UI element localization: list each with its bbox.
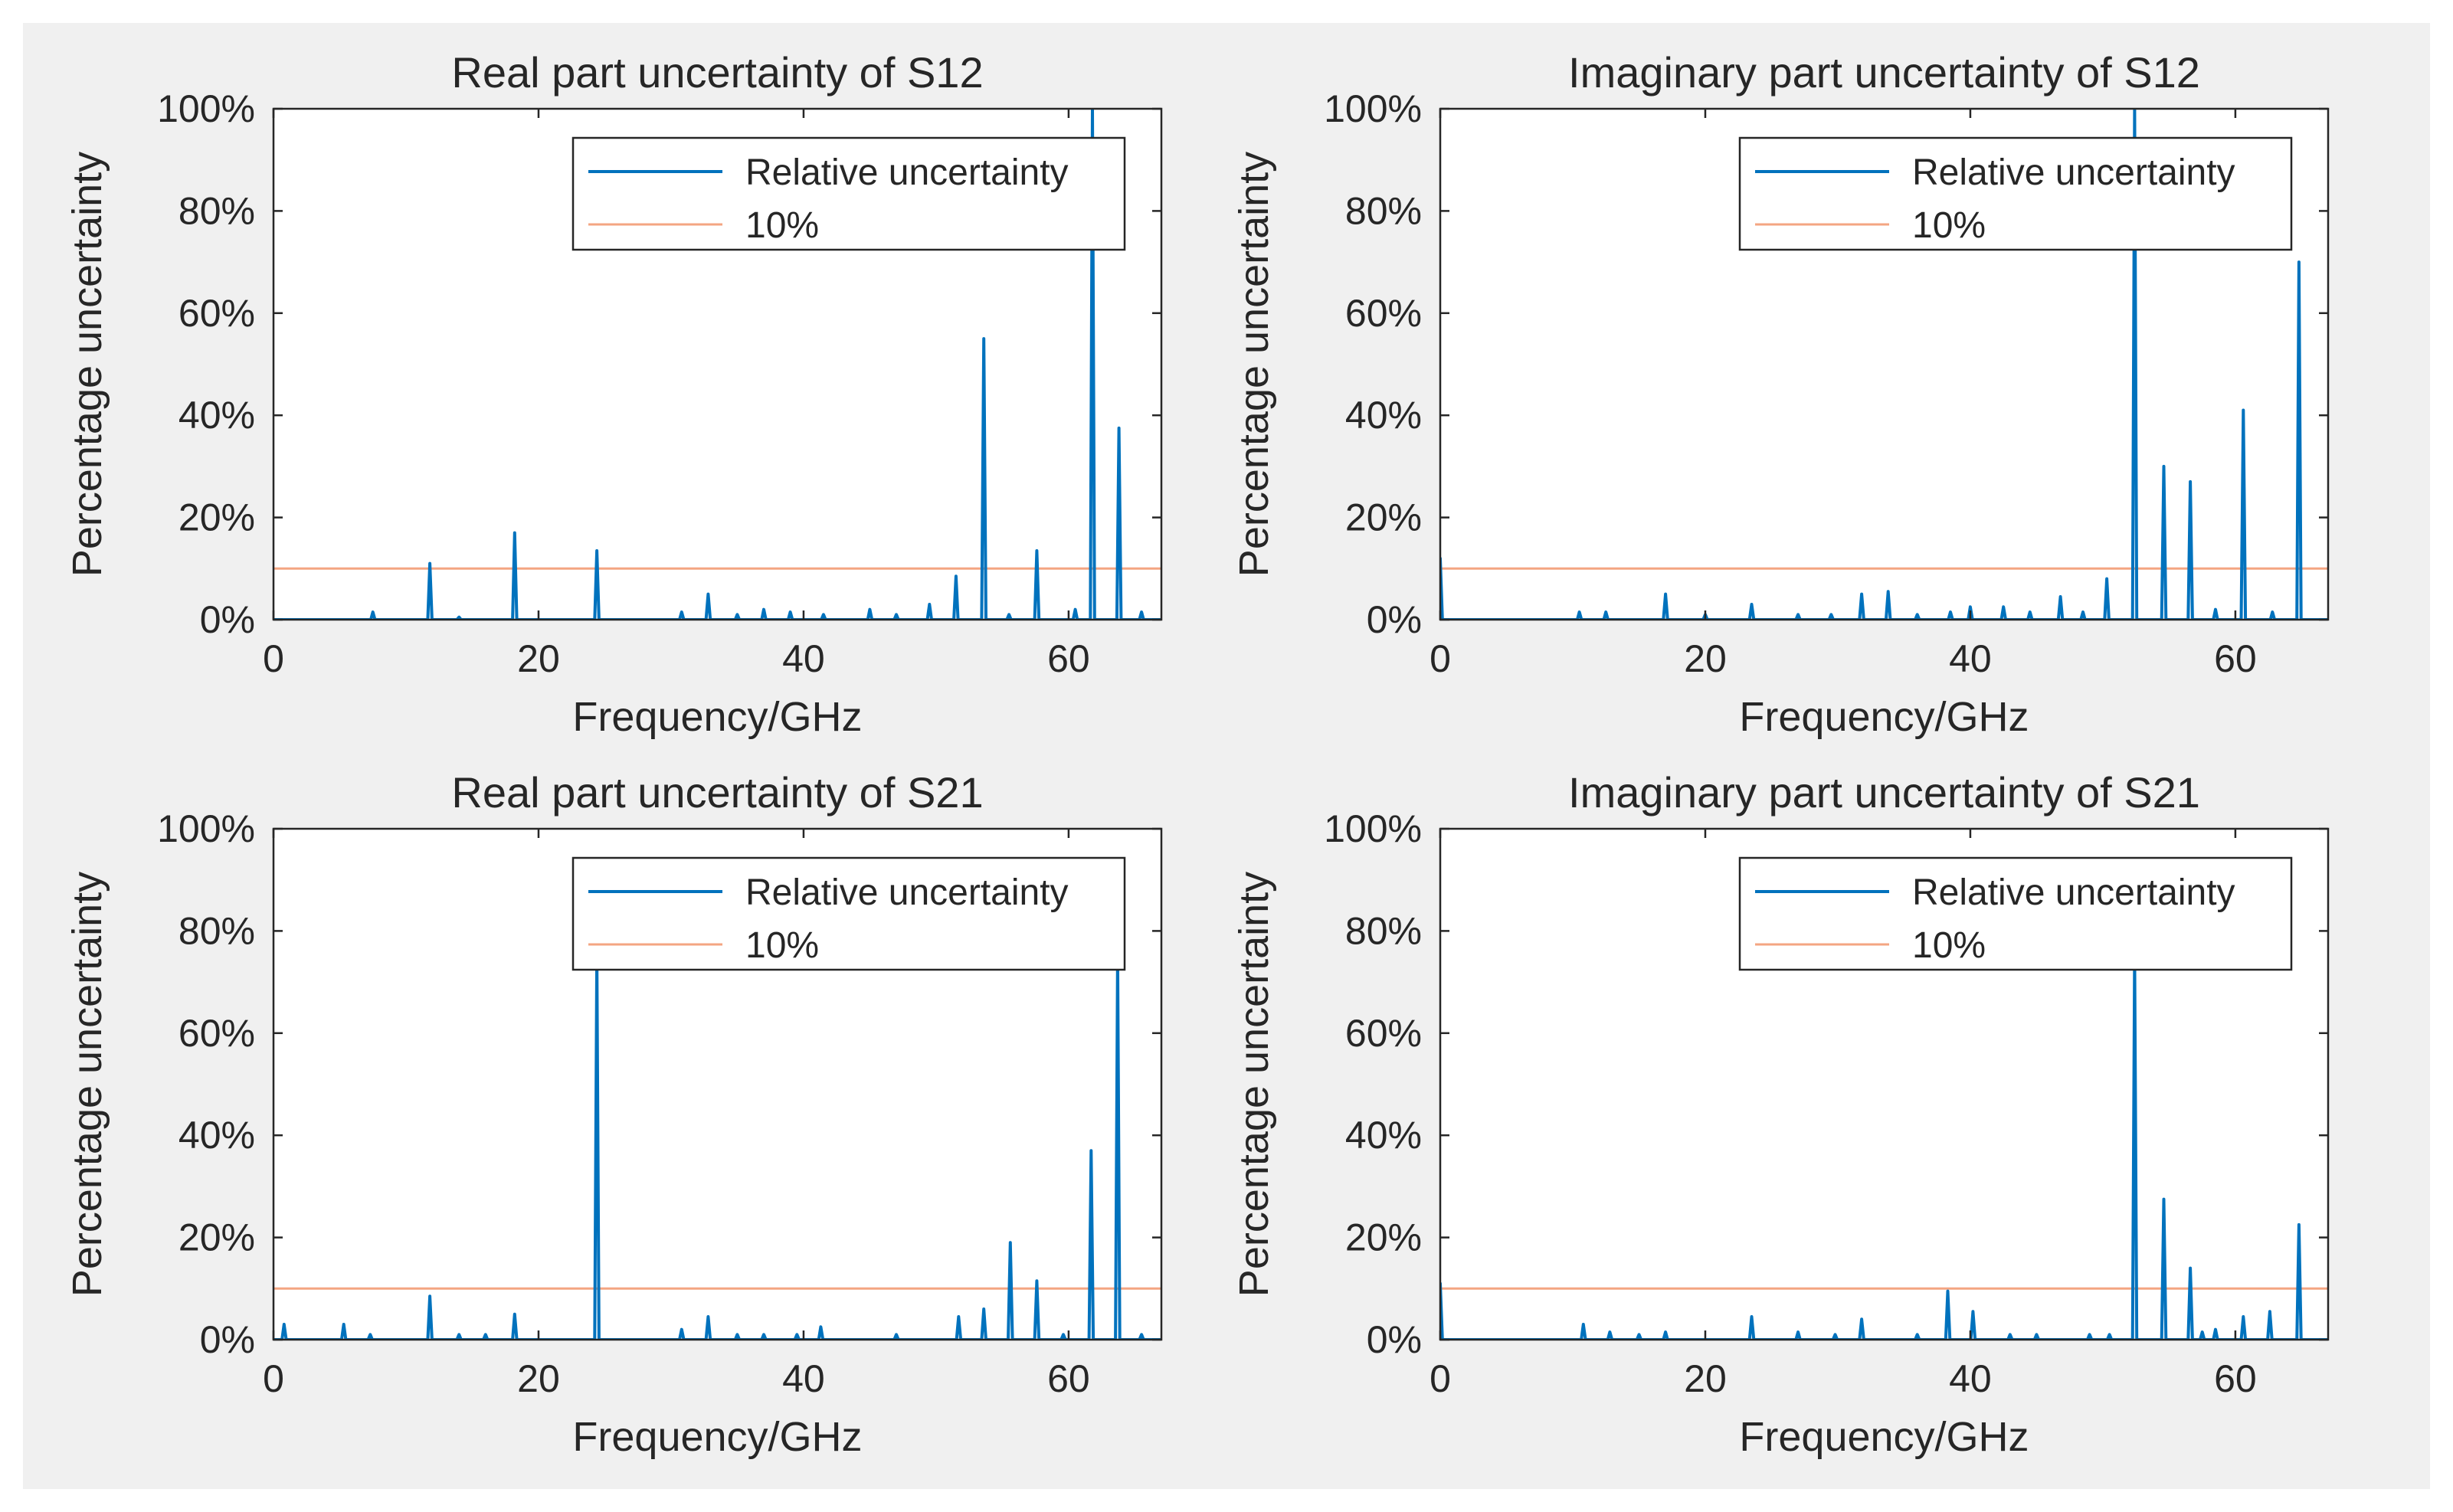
y-tick-label: 100%: [1324, 807, 1422, 850]
y-axis-label: Percentage uncertainty: [1231, 872, 1277, 1297]
y-axis-label: Percentage uncertainty: [64, 872, 110, 1297]
legend: Relative uncertainty 10%: [571, 136, 1126, 251]
x-tick-label: 0: [1430, 637, 1451, 680]
y-tick-label: 20%: [178, 1216, 255, 1259]
legend-label-relative: Relative uncertainty: [1912, 872, 2235, 913]
x-tick-label: 40: [1949, 1357, 1992, 1400]
y-tick-label: 20%: [1345, 496, 1422, 539]
legend-box: [1738, 856, 2293, 971]
panel-real-s12: Real part uncertainty of S12 Frequency/G…: [64, 48, 1163, 740]
plot-area: [273, 109, 1161, 620]
y-tick-label: 40%: [178, 1114, 255, 1157]
y-tick-label: 20%: [178, 496, 255, 539]
legend-box: [571, 136, 1126, 251]
legend-label-threshold: 10%: [745, 205, 819, 246]
x-axis-label: Frequency/GHz: [1739, 1414, 2029, 1460]
y-tick-label: 0%: [200, 598, 255, 641]
axes-frame: [272, 107, 1163, 621]
legend-label-threshold: 10%: [745, 925, 819, 966]
legend-box: [1738, 136, 2293, 251]
legend: Relative uncertainty 10%: [1738, 856, 2293, 971]
y-tick-label: 100%: [1324, 87, 1422, 130]
legend-label-threshold: 10%: [1912, 925, 1986, 966]
axes-frame: [1439, 107, 2330, 621]
legend-label-threshold: 10%: [1912, 205, 1986, 246]
x-tick-label: 60: [2214, 637, 2257, 680]
plot-area: [1440, 109, 2328, 620]
x-tick-label: 60: [1047, 637, 1090, 680]
y-tick-label: 40%: [178, 394, 255, 437]
chart-title: Imaginary part uncertainty of S21: [1568, 768, 2200, 817]
panel-imag-s21: Imaginary part uncertainty of S21 Freque…: [1231, 768, 2330, 1460]
y-tick-label: 20%: [1345, 1216, 1422, 1259]
x-axis-label: Frequency/GHz: [1739, 694, 2029, 740]
x-tick-label: 20: [517, 637, 560, 680]
legend: Relative uncertainty 10%: [1738, 136, 2293, 251]
x-tick-label: 60: [2214, 1357, 2257, 1400]
x-tick-label: 40: [782, 637, 825, 680]
legend-label-relative: Relative uncertainty: [745, 872, 1069, 913]
y-tick-label: 80%: [178, 909, 255, 952]
y-tick-label: 0%: [1367, 598, 1422, 641]
legend: Relative uncertainty 10%: [571, 856, 1126, 971]
legend-box: [571, 856, 1126, 971]
y-tick-label: 80%: [1345, 909, 1422, 952]
y-tick-label: 60%: [178, 292, 255, 335]
series-relative-uncertainty: [1440, 109, 2328, 620]
y-tick-label: 40%: [1345, 394, 1422, 437]
chart-title: Real part uncertainty of S12: [451, 48, 983, 97]
x-tick-label: 0: [263, 637, 284, 680]
panel-imag-s12: Imaginary part uncertainty of S12 Freque…: [1231, 48, 2330, 740]
legend-label-relative: Relative uncertainty: [745, 152, 1069, 193]
y-tick-label: 100%: [157, 807, 255, 850]
x-tick-label: 20: [1684, 637, 1727, 680]
x-axis-label: Frequency/GHz: [572, 1414, 862, 1460]
axes-frame: [1439, 827, 2330, 1341]
x-tick-label: 20: [517, 1357, 560, 1400]
y-tick-label: 0%: [200, 1318, 255, 1361]
plot-area: [273, 954, 1161, 1340]
x-tick-label: 20: [1684, 1357, 1727, 1400]
series-relative-uncertainty: [273, 954, 1161, 1340]
series-relative-uncertainty: [273, 109, 1161, 620]
x-axis-label: Frequency/GHz: [572, 694, 862, 740]
legend-label-relative: Relative uncertainty: [1912, 152, 2235, 193]
y-axis-label: Percentage uncertainty: [1231, 152, 1277, 577]
axes-frame: [272, 827, 1163, 1341]
x-tick-label: 0: [1430, 1357, 1451, 1400]
y-tick-label: 60%: [178, 1012, 255, 1055]
chart-title: Imaginary part uncertainty of S12: [1568, 48, 2200, 97]
y-tick-label: 80%: [178, 189, 255, 232]
y-tick-label: 40%: [1345, 1114, 1422, 1157]
panel-real-s21: Real part uncertainty of S21 Frequency/G…: [64, 768, 1163, 1460]
chart-title: Real part uncertainty of S21: [451, 768, 983, 817]
x-tick-label: 40: [1949, 637, 1992, 680]
y-tick-label: 60%: [1345, 1012, 1422, 1055]
x-tick-label: 60: [1047, 1357, 1090, 1400]
x-tick-label: 0: [263, 1357, 284, 1400]
y-tick-label: 100%: [157, 87, 255, 130]
y-axis-label: Percentage uncertainty: [64, 152, 110, 577]
plot-area: [1440, 954, 2328, 1340]
y-tick-label: 0%: [1367, 1318, 1422, 1361]
x-tick-label: 40: [782, 1357, 825, 1400]
y-tick-label: 60%: [1345, 292, 1422, 335]
y-tick-label: 80%: [1345, 189, 1422, 232]
